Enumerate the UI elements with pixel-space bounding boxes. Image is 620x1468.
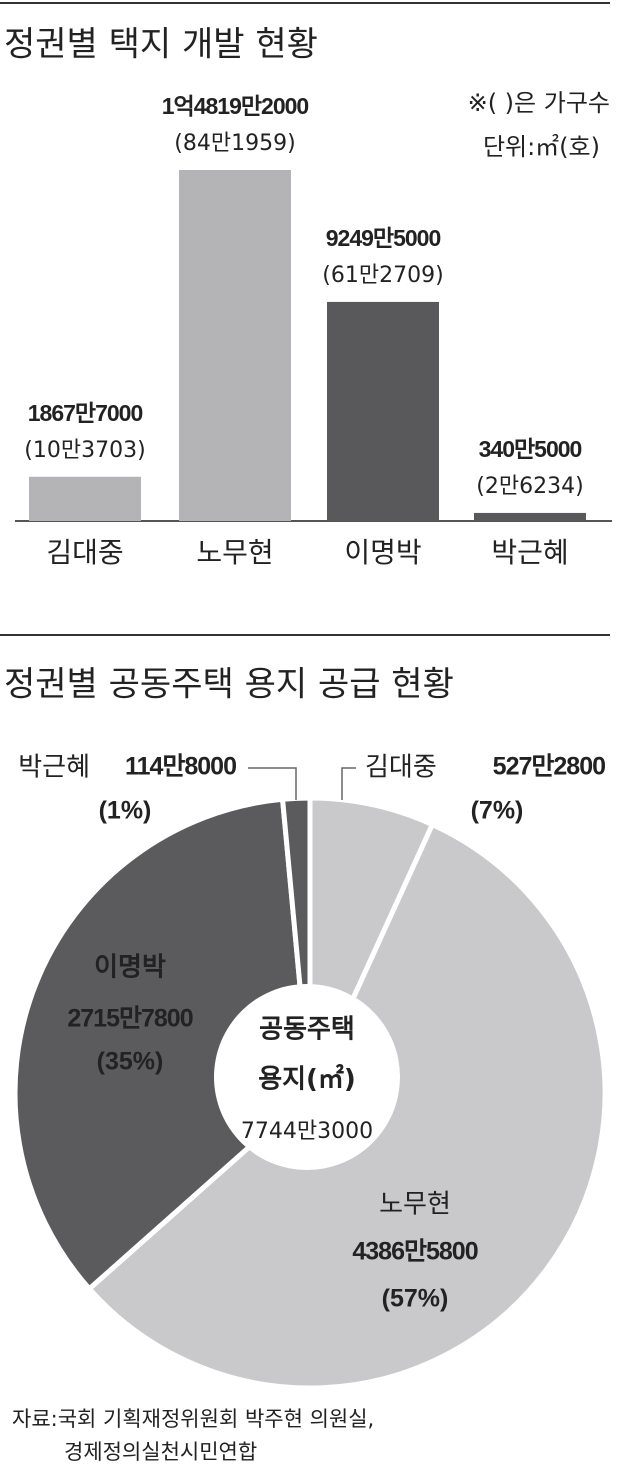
slice-value: 2715만7800 — [67, 1005, 192, 1033]
bar — [474, 512, 586, 521]
x-tick-label: 이명박 — [344, 536, 421, 569]
slice-percent: (57%) — [382, 1285, 449, 1313]
x-tick-label: 김대중 — [46, 536, 123, 569]
slice-name: 노무현 — [379, 1190, 451, 1220]
source: 자료:국회 기획재정위원회 박주현 의원실, — [12, 1407, 374, 1431]
chart-title: 정권별 택지 개발 현황 — [4, 25, 318, 65]
note: ※( )은 가구수 — [468, 89, 610, 117]
household-label: (84만1959) — [174, 131, 295, 156]
slice-value: 527만2800 — [493, 753, 605, 781]
chart-title: 정권별 공동주택 용지 공급 현황 — [4, 665, 454, 705]
value-label: 1867만7000 — [28, 400, 143, 426]
donut-hole — [214, 984, 400, 1170]
center-label: 용지(㎡) — [258, 1064, 356, 1095]
source: 경제정의실천시민연합 — [64, 1440, 257, 1464]
slice-percent: (1%) — [99, 797, 152, 825]
bar — [327, 301, 439, 521]
x-tick-label: 박근혜 — [491, 536, 568, 569]
leader-line — [341, 767, 356, 800]
value-label: 340만5000 — [479, 436, 582, 462]
slice-name: 이명박 — [94, 953, 166, 983]
slice-percent: (7%) — [471, 797, 524, 825]
household-label: (2만6234) — [476, 474, 583, 499]
total-label: 7744만3000 — [241, 1119, 373, 1144]
household-label: (10만3703) — [24, 438, 145, 463]
slice-percent: (35%) — [97, 1048, 164, 1076]
slice-name: 김대중 — [365, 753, 437, 783]
slice-name: 박근혜 — [18, 753, 90, 783]
bar — [179, 170, 291, 521]
household-label: (61만2709) — [322, 263, 443, 288]
slice-value: 114만8000 — [125, 753, 236, 781]
slice-value: 4386만5800 — [352, 1238, 477, 1266]
bar — [29, 476, 141, 521]
note: 단위:㎡(호) — [483, 133, 600, 161]
x-tick-label: 노무현 — [196, 536, 273, 569]
leader-line — [248, 767, 297, 800]
pie-slice — [12, 796, 313, 1293]
value-label: 1억4819만2000 — [162, 93, 309, 119]
value-label: 9249만5000 — [326, 225, 441, 251]
center-label: 공동주택 — [259, 1015, 355, 1045]
